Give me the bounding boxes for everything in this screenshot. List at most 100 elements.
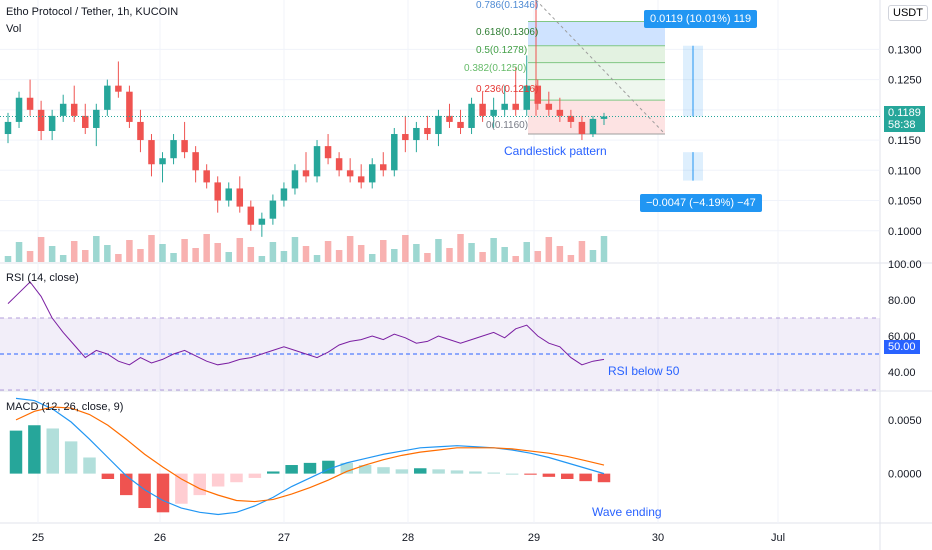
macd-histogram-bar [9,430,23,474]
macd-histogram-bar [101,473,115,479]
macd-histogram-bar [414,468,427,474]
volume-bar [567,255,575,262]
candle-body [424,127,431,135]
volume-bar [4,256,12,262]
macd-tick-label: 0.0050 [888,415,922,427]
macd-histogram-bar [450,470,464,474]
symbol-title[interactable]: Etho Protocol / Tether, 1h, KUCOIN [6,6,179,18]
candle-body [192,152,199,171]
rsi-value-tag: 50.00 [884,340,920,354]
volume-bar [269,242,277,262]
candle-body [70,103,78,116]
volume-bar [578,241,586,262]
volume-bar [402,235,409,262]
volume-bar [181,239,188,262]
candle-body [181,140,188,153]
macd-legend[interactable]: MACD (12, 26, close, 9) [6,401,124,413]
volume-bar [225,252,232,262]
candle-body [4,121,12,135]
y-tick-label: 0.1050 [888,196,922,208]
candle-body [59,103,67,116]
measure-up-box[interactable]: 0.0119 (10.01%) 119 [644,10,758,28]
volume-bar [26,251,34,262]
candle-body [490,109,497,116]
volume-bar [258,256,266,262]
volume-bar [148,235,155,262]
macd-histogram-bar [83,457,96,474]
volume-bar [468,243,475,262]
volume-bar [126,240,133,262]
rsi-legend[interactable]: RSI (14, close) [6,272,79,284]
volume-bar [104,245,111,262]
macd-histogram-bar [432,469,445,474]
candle-body [269,200,277,219]
volume-bar [170,253,177,262]
candle-body [313,146,321,177]
volume-bar [413,244,420,262]
macd-histogram-bar [597,473,611,483]
candle-body [567,115,575,122]
macd-histogram-bar [524,473,537,475]
measure-down-box[interactable]: −0.0047 (−4.19%) −47 [640,194,762,212]
candle-body [346,170,354,177]
y-tick-label: 0.1150 [888,135,921,147]
candle-body [335,158,343,171]
candle-body [435,115,442,135]
candle-body [148,140,155,165]
volume-label: Vol [6,23,22,35]
fib-label: 0(0.1160) [486,120,529,131]
fib-zone [528,21,665,46]
volume-bar [600,236,608,262]
macd-histogram-bar [579,473,592,482]
candlestick-pattern-note: Candlestick pattern [504,144,607,158]
macd-histogram-bar [248,473,262,478]
macd-histogram-bar [358,465,372,474]
candle-body [479,103,486,116]
volume-bar [302,246,310,262]
volume-bar [203,234,210,262]
volume-bar [357,245,365,262]
volume-bar [446,248,453,262]
volume-bar [137,249,144,262]
candle-body [512,103,519,110]
volume-bar [501,247,508,262]
candle-body [413,127,420,141]
y-tick-label: 0.1250 [888,75,922,87]
volume-bar [391,249,398,262]
macd-histogram-bar [156,473,170,513]
candle-body [402,134,409,141]
rsi-tick-label: 40.00 [888,367,916,379]
candle-body [446,115,453,122]
macd-line [15,397,605,516]
candle-body [545,103,553,110]
volume-bar [380,240,387,262]
candle-body [589,118,597,135]
last-price-tag: 0.1189 58:38 [884,106,925,132]
volume-bar [291,237,299,262]
candle-body [82,115,89,128]
fib-zone [528,79,665,101]
macd-histogram-bar [28,425,41,474]
candle-body [93,109,100,128]
candle-body [15,97,23,122]
x-tick-label: 29 [528,532,540,544]
volume-bar [247,247,255,262]
volume-bar [115,254,122,262]
candle-body [137,121,144,141]
macd-histogram-bar [285,465,298,474]
macd-tick-label: 0.0000 [888,469,922,481]
volume-bar [589,250,597,262]
candle-body [280,188,288,201]
candle-body [159,158,166,165]
volume-bar [59,255,67,262]
currency-badge[interactable]: USDT [888,5,928,21]
volume-bar [15,242,23,262]
candle-body [380,164,387,171]
candle-body [291,170,299,189]
candle-body [214,182,221,201]
x-tick-label: 25 [32,532,44,544]
macd-histogram-bar [64,441,78,474]
macd-histogram-bar [211,473,225,487]
volume-bar [346,236,354,262]
